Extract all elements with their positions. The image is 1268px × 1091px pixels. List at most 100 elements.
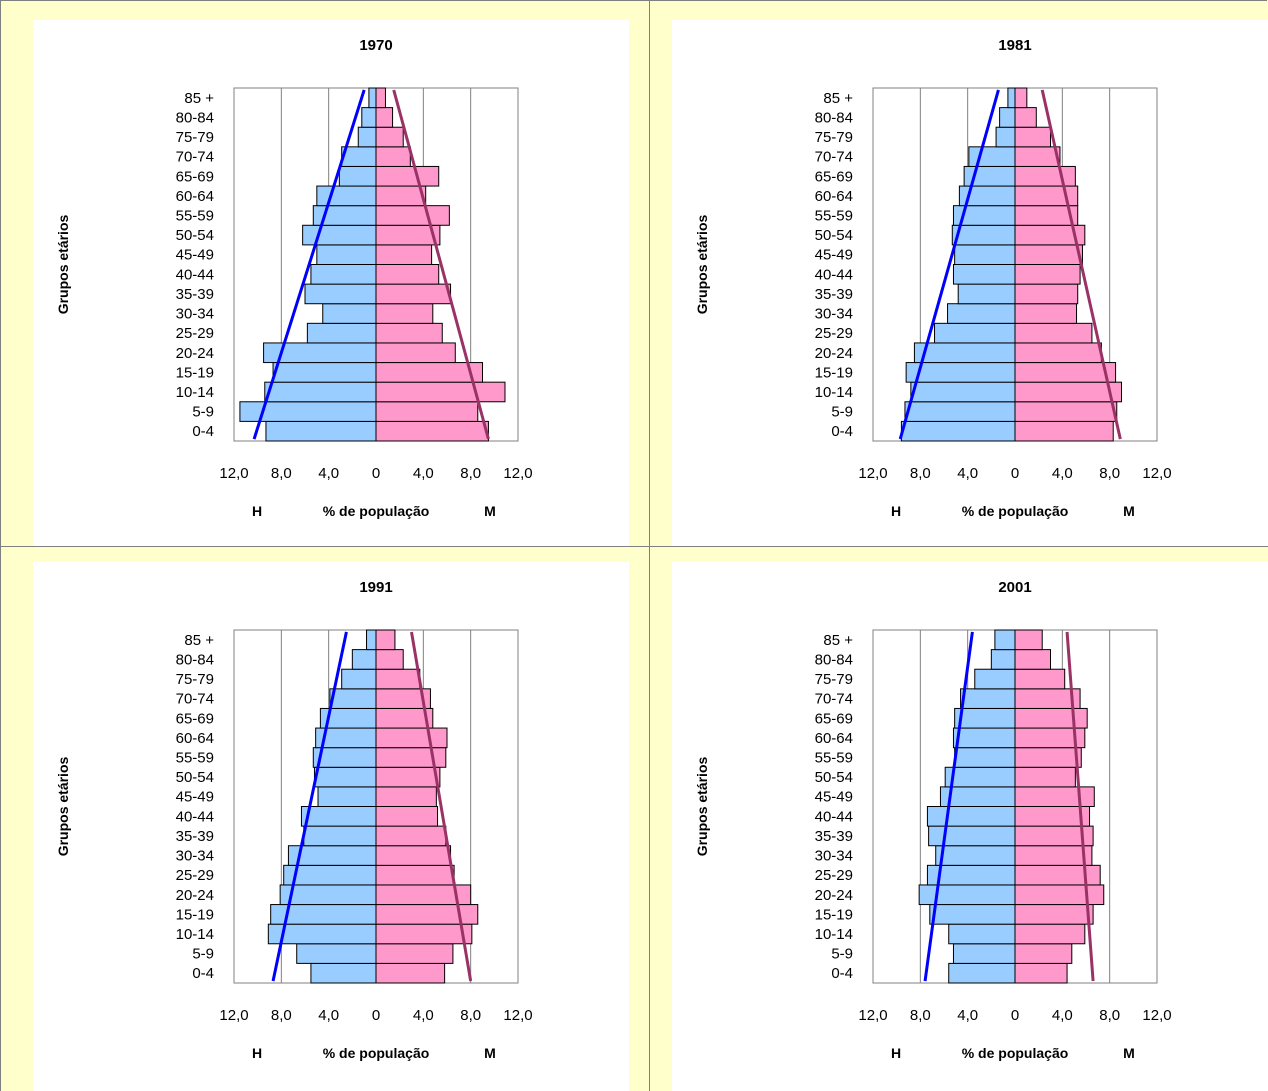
age-group-label: 15-19 bbox=[815, 906, 853, 923]
bar-male-35-39 bbox=[304, 283, 377, 305]
x-tick-label: 4,0 bbox=[413, 1007, 434, 1024]
bar-female-30-34 bbox=[375, 303, 434, 324]
bar-male-80-84 bbox=[351, 649, 377, 670]
x-axis-title: % de população bbox=[323, 503, 430, 519]
bar-male-10-14 bbox=[948, 923, 1016, 945]
bar-male-80-84 bbox=[990, 649, 1016, 670]
bar-female-70-74 bbox=[1014, 146, 1061, 167]
age-group-label: 65-69 bbox=[176, 710, 214, 727]
x-tick-label: 0 bbox=[1011, 1007, 1019, 1024]
bar-female-0-4 bbox=[375, 420, 489, 442]
bar-female-25-29 bbox=[375, 322, 443, 344]
age-group-label: 0-4 bbox=[192, 965, 214, 982]
x-tick-label: 4,0 bbox=[318, 465, 339, 482]
age-group-label: 30-34 bbox=[176, 306, 214, 323]
age-group-label: 60-64 bbox=[815, 730, 853, 747]
x-tick-label: 4,0 bbox=[1052, 1007, 1073, 1024]
female-label: M bbox=[1123, 503, 1135, 519]
x-tick-label: 8,0 bbox=[1099, 465, 1120, 482]
bar-female-60-64 bbox=[375, 185, 427, 207]
bar-male-5-9 bbox=[296, 943, 377, 964]
bar-male-75-79 bbox=[974, 668, 1016, 690]
age-group-label: 50-54 bbox=[176, 769, 214, 786]
bar-female-40-44 bbox=[1014, 806, 1091, 827]
age-group-label: 5-9 bbox=[831, 404, 853, 421]
x-tick-label: 0 bbox=[372, 465, 380, 482]
bar-female-25-29 bbox=[1014, 322, 1093, 344]
trend-line-male bbox=[252, 89, 366, 440]
age-group-label: 10-14 bbox=[176, 926, 214, 943]
age-group-label: 80-84 bbox=[815, 651, 853, 668]
age-group-label: 40-44 bbox=[176, 266, 214, 283]
bar-female-15-19 bbox=[375, 904, 479, 925]
bar-female-85 bbox=[375, 629, 396, 651]
bar-female-85 bbox=[1014, 87, 1028, 109]
bar-male-85 bbox=[366, 629, 377, 651]
bar-female-55-59 bbox=[1014, 747, 1082, 768]
age-group-label: 25-29 bbox=[176, 867, 214, 884]
bar-male-35-39 bbox=[957, 283, 1016, 305]
age-group-label: 20-24 bbox=[176, 887, 214, 904]
bar-male-10-14 bbox=[910, 381, 1016, 403]
bar-female-55-59 bbox=[375, 205, 450, 226]
bar-female-30-34 bbox=[1014, 303, 1078, 324]
x-tick-label: 0 bbox=[372, 1007, 380, 1024]
bar-female-45-49 bbox=[1014, 244, 1083, 265]
bar-female-40-44 bbox=[1014, 264, 1081, 285]
age-group-label: 75-79 bbox=[176, 129, 214, 146]
bar-female-5-9 bbox=[1014, 943, 1073, 964]
bar-male-50-54 bbox=[951, 224, 1016, 246]
bar-male-45-49 bbox=[954, 244, 1016, 265]
bar-female-75-79 bbox=[1014, 126, 1051, 148]
bar-female-45-49 bbox=[1014, 786, 1095, 807]
age-group-label: 70-74 bbox=[815, 149, 853, 166]
age-group-label: 15-19 bbox=[815, 364, 853, 381]
age-group-label: 0-4 bbox=[831, 423, 853, 440]
bar-female-40-44 bbox=[375, 806, 439, 827]
trend-line-female bbox=[1065, 631, 1095, 982]
age-group-label: 30-34 bbox=[815, 848, 853, 865]
chart-title: 1981 bbox=[998, 37, 1031, 54]
bar-female-0-4 bbox=[1014, 420, 1114, 442]
bar-female-15-19 bbox=[1014, 904, 1094, 925]
chart-title: 2001 bbox=[998, 579, 1031, 596]
chart-panel-1: 1970 0-4 5-9 10-14 15-19 20-24 25-29 30-34 35-39… bbox=[33, 20, 629, 546]
bar-female-75-79 bbox=[375, 126, 404, 148]
age-group-label: 10-14 bbox=[815, 384, 853, 401]
bar-male-80-84 bbox=[361, 107, 377, 128]
x-tick-label: 4,0 bbox=[413, 465, 434, 482]
y-axis-title: Grupos etários bbox=[694, 757, 710, 857]
trend-line-male bbox=[898, 89, 1000, 440]
x-tick-label: 8,0 bbox=[271, 1007, 292, 1024]
x-axis-title: % de população bbox=[323, 1045, 430, 1061]
age-group-label: 30-34 bbox=[815, 306, 853, 323]
bar-male-0-4 bbox=[310, 962, 377, 984]
age-group-label: 60-64 bbox=[176, 188, 214, 205]
y-axis-title: Grupos etários bbox=[694, 215, 710, 315]
bar-female-65-69 bbox=[375, 165, 440, 187]
bar-male-40-44 bbox=[310, 264, 377, 285]
bar-male-85 bbox=[994, 629, 1016, 651]
pyramid-chart-2: 1981 0-4 5-9 10-14 15-19 20-24 25-29 30-34 35-39… bbox=[694, 37, 1172, 519]
bar-female-70-74 bbox=[375, 146, 411, 167]
age-group-label: 50-54 bbox=[815, 769, 853, 786]
bar-male-60-64 bbox=[952, 727, 1016, 749]
bar-male-25-29 bbox=[306, 322, 377, 344]
age-group-label: 40-44 bbox=[815, 266, 853, 283]
x-tick-label: 0 bbox=[1011, 465, 1019, 482]
trend-line-female bbox=[392, 89, 490, 440]
age-group-label: 25-29 bbox=[176, 325, 214, 342]
x-tick-label: 12,0 bbox=[858, 465, 887, 482]
age-group-label: 65-69 bbox=[176, 168, 214, 185]
bar-female-75-79 bbox=[375, 668, 421, 690]
bar-male-65-69 bbox=[954, 707, 1016, 729]
x-tick-label: 12,0 bbox=[1142, 1007, 1171, 1024]
age-group-label: 0-4 bbox=[831, 965, 853, 982]
age-group-label: 50-54 bbox=[176, 227, 214, 244]
age-group-label: 30-34 bbox=[176, 848, 214, 865]
bar-male-30-34 bbox=[935, 845, 1016, 866]
bar-male-80-84 bbox=[999, 107, 1016, 128]
bar-female-85 bbox=[375, 87, 386, 109]
